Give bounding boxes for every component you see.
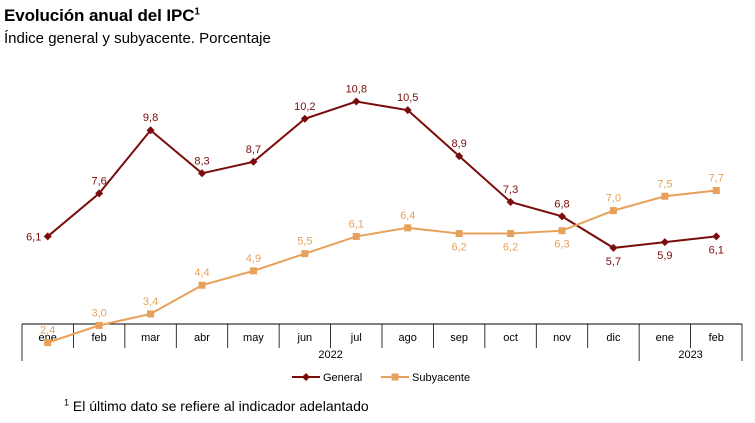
data-point: [558, 212, 566, 221]
data-label: 6,1: [709, 244, 724, 256]
data-point: [712, 232, 721, 241]
data-point: [506, 197, 515, 206]
series-layer: 6,1 7,6 9,8 8,3 8,7 10,2 10,8 10,5 8,9 7,3 6,8 5,7 5…: [26, 84, 724, 347]
legend: General Subyacente: [292, 372, 470, 384]
x-tick-label: abr: [194, 332, 210, 344]
data-label: 6,2: [451, 242, 466, 254]
x-tick-label: sep: [450, 332, 468, 344]
data-point: [609, 207, 617, 215]
data-point: [609, 243, 618, 252]
data-label: 8,9: [451, 138, 466, 150]
data-label: 7,3: [503, 184, 518, 196]
data-point: [301, 250, 309, 258]
data-point: [43, 232, 52, 241]
x-tick-label: may: [243, 332, 264, 344]
footnote-text: El último dato se refiere al indicador a…: [69, 398, 369, 414]
data-label: 3,0: [91, 307, 106, 319]
x-year-label: 2023: [678, 349, 702, 361]
legend-item-subyacente: Subyacente: [381, 372, 470, 384]
data-label: 7,0: [606, 193, 621, 205]
data-point: [352, 97, 361, 106]
data-point: [352, 232, 360, 240]
data-label: 6,2: [503, 242, 518, 254]
legend-swatch-marker: [302, 373, 310, 381]
data-point: [455, 152, 464, 161]
x-year-label: 2022: [318, 349, 342, 361]
series-line-subyacente: [47, 189, 717, 344]
x-tick-label: mar: [141, 332, 160, 344]
series-general: 6,1 7,6 9,8 8,3 8,7 10,2 10,8 10,5 8,9 7,3 6,8 5,7 5…: [26, 84, 724, 268]
x-tick-label: nov: [553, 332, 571, 344]
data-point: [95, 189, 104, 198]
data-point: [455, 230, 463, 238]
data-label: 4,9: [246, 253, 261, 265]
series-subyacente: 2,4 3,0 3,4 4,4 4,9 5,5 6,1 6,4 6,2 6,2 6,3 7,0 7,5 7…: [40, 173, 724, 347]
data-point: [44, 339, 52, 347]
data-point: [95, 321, 103, 329]
data-label: 7,6: [91, 175, 106, 187]
data-label: 8,7: [246, 144, 261, 156]
x-tick-label: jul: [350, 332, 362, 344]
legend-label: General: [323, 372, 362, 384]
x-tick-label: ago: [399, 332, 417, 344]
data-point: [404, 224, 412, 232]
data-label: 6,1: [349, 218, 364, 230]
legend-item-general: General: [292, 372, 362, 384]
x-axis: ene feb mar abr may jun jul ago sep oct nov dic ene f…: [21, 323, 743, 361]
data-label: 10,8: [346, 84, 367, 96]
data-label: 5,7: [606, 256, 621, 268]
data-point: [146, 126, 155, 135]
data-point: [403, 106, 412, 115]
x-tick-label: feb: [91, 332, 106, 344]
data-label: 10,5: [397, 92, 418, 104]
data-point: [660, 238, 669, 247]
data-label: 6,4: [400, 210, 415, 222]
chart-subtitle: Índice general y subyacente. Porcentaje: [4, 30, 271, 47]
data-point: [198, 281, 206, 289]
data-label: 2,4: [40, 325, 55, 337]
x-tick-label: jun: [297, 332, 313, 344]
data-label: 8,3: [194, 155, 209, 167]
data-label: 10,2: [294, 101, 315, 113]
title-footnote-marker: 1: [194, 6, 200, 18]
data-label: 5,5: [297, 236, 312, 248]
data-label: 4,4: [194, 267, 209, 279]
x-tick-label: oct: [503, 332, 518, 344]
footnote: 1 El último dato se refiere al indicador…: [64, 398, 369, 414]
x-tick-label: feb: [709, 332, 724, 344]
data-point: [558, 227, 566, 235]
legend-label: Subyacente: [412, 372, 470, 384]
data-point: [198, 169, 206, 178]
series-line-general: [47, 100, 717, 249]
data-label: 3,4: [143, 296, 158, 308]
x-tick-label: ene: [656, 332, 674, 344]
chart-title: Evolución anual del IPC1: [4, 6, 200, 26]
data-label: 7,5: [657, 178, 672, 190]
data-label: 6,1: [26, 231, 41, 243]
data-point: [507, 230, 515, 238]
data-label: 7,7: [709, 173, 724, 185]
data-point: [712, 187, 720, 195]
data-point: [147, 310, 155, 318]
data-label: 9,8: [143, 112, 158, 124]
data-label: 5,9: [657, 250, 672, 262]
data-label: 6,3: [554, 239, 569, 251]
footnote-marker: 1: [64, 397, 70, 408]
legend-swatch-marker: [391, 373, 399, 381]
data-point: [249, 157, 258, 166]
data-point: [300, 114, 309, 123]
x-tick-label: dic: [606, 332, 621, 344]
chart-title-text: Evolución anual del IPC: [4, 6, 195, 25]
data-point: [249, 267, 257, 275]
data-label: 6,8: [554, 198, 569, 210]
data-point: [661, 192, 669, 200]
